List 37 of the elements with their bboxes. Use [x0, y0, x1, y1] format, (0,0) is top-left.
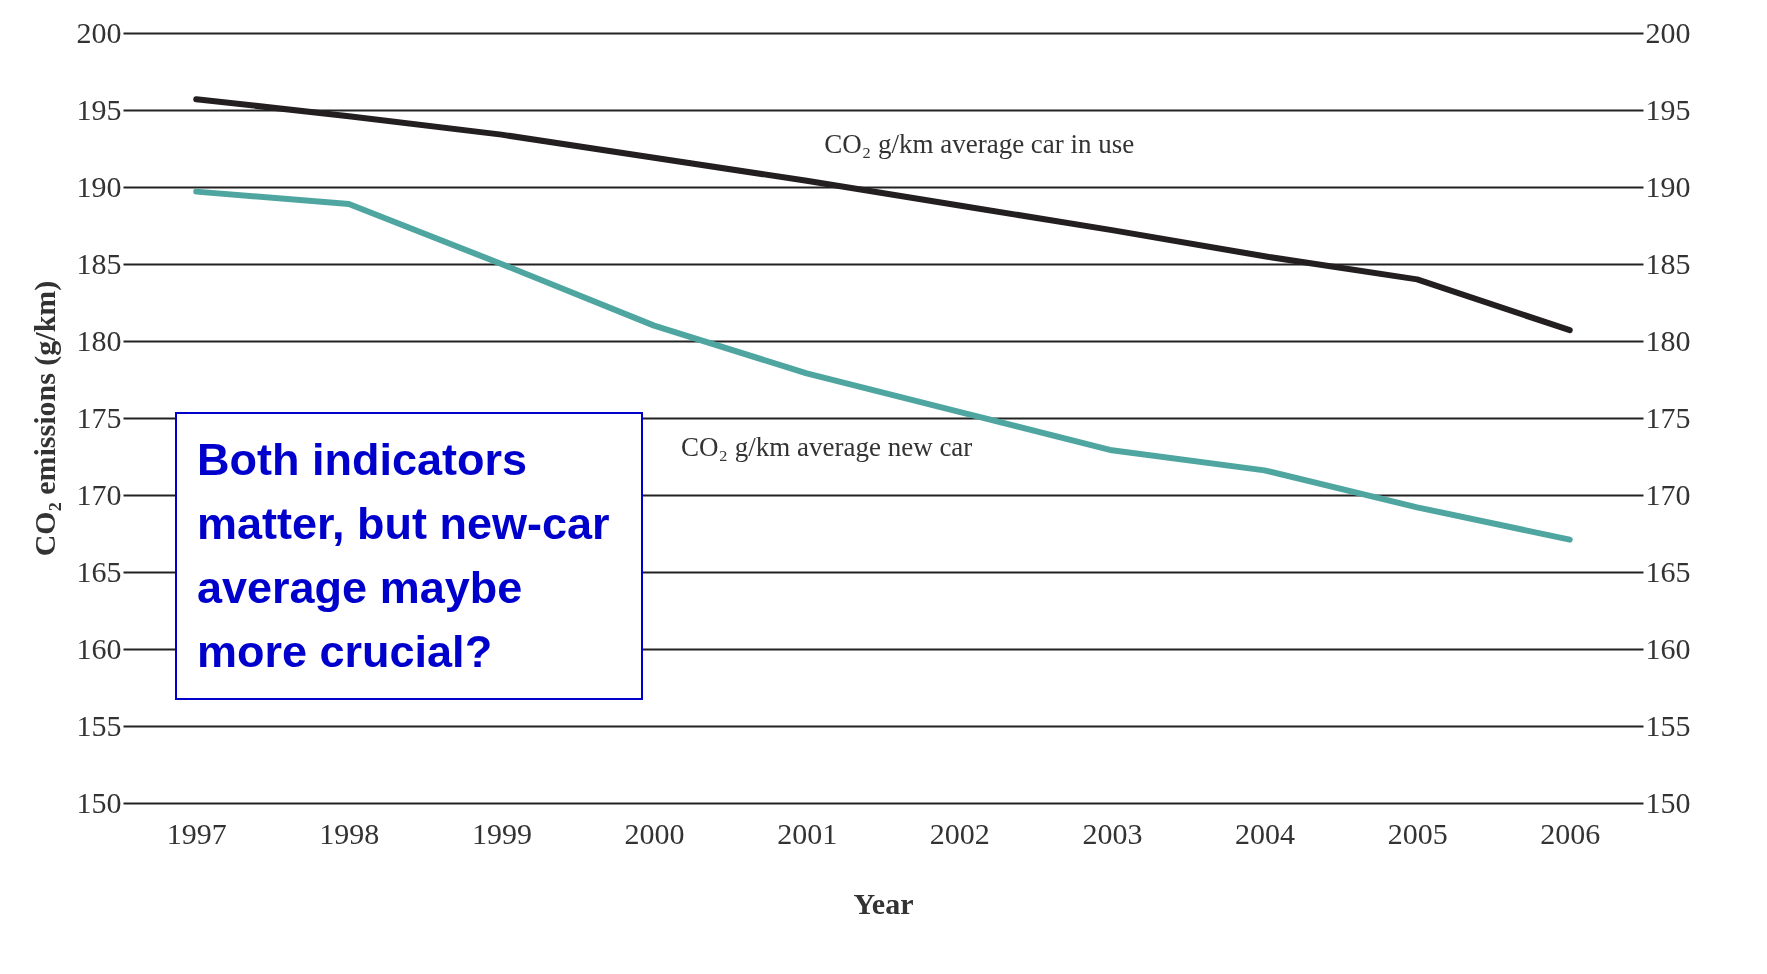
y2-tick-label: 170	[1645, 477, 1691, 511]
series-label: CO₂ g/km average new car	[681, 432, 973, 463]
y2-tick-label: 155	[1645, 708, 1691, 742]
y2-tick-label: 185	[1645, 246, 1691, 280]
x-tick-label: 2002	[929, 816, 990, 850]
y-tick-label: 175	[76, 400, 122, 434]
x-tick-label: 2006	[1540, 816, 1601, 850]
y-tick-label: 190	[76, 169, 122, 203]
y-tick-label: 155	[76, 708, 122, 742]
y2-tick-label: 195	[1645, 92, 1691, 126]
x-tick-label: 1998	[319, 816, 380, 850]
y-axis-title: CO₂ emissions (g/km)	[27, 280, 62, 557]
x-tick-label: 1999	[471, 816, 532, 850]
y-tick-label: 195	[76, 92, 122, 126]
y-tick-label: 185	[76, 246, 122, 280]
x-tick-label: 2004	[1235, 816, 1296, 850]
x-tick-label: 2000	[624, 816, 685, 850]
y2-tick-label: 180	[1645, 323, 1691, 357]
y-tick-label: 200	[76, 15, 122, 49]
y2-tick-label: 150	[1645, 785, 1691, 819]
y-tick-label: 160	[76, 631, 122, 665]
series-label: CO₂ g/km average car in use	[824, 129, 1135, 160]
annotation: Both indicators matter, but new-car average maybe more crucial?	[175, 412, 643, 700]
x-tick-label: 2005	[1387, 816, 1448, 850]
y2-tick-label: 160	[1645, 631, 1691, 665]
y2-tick-label: 165	[1645, 554, 1691, 588]
x-tick-label: 1997	[166, 816, 227, 850]
y2-tick-label: 190	[1645, 169, 1691, 203]
y-tick-label: 165	[76, 554, 122, 588]
y2-tick-label: 200	[1645, 15, 1691, 49]
x-tick-label: 2001	[777, 816, 838, 850]
y2-tick-label: 175	[1645, 400, 1691, 434]
y-tick-label: 180	[76, 323, 122, 357]
y-tick-label: 150	[76, 785, 122, 819]
y-tick-label: 170	[76, 477, 122, 511]
x-tick-label: 2003	[1082, 816, 1143, 850]
x-axis-title: Year	[853, 886, 914, 920]
